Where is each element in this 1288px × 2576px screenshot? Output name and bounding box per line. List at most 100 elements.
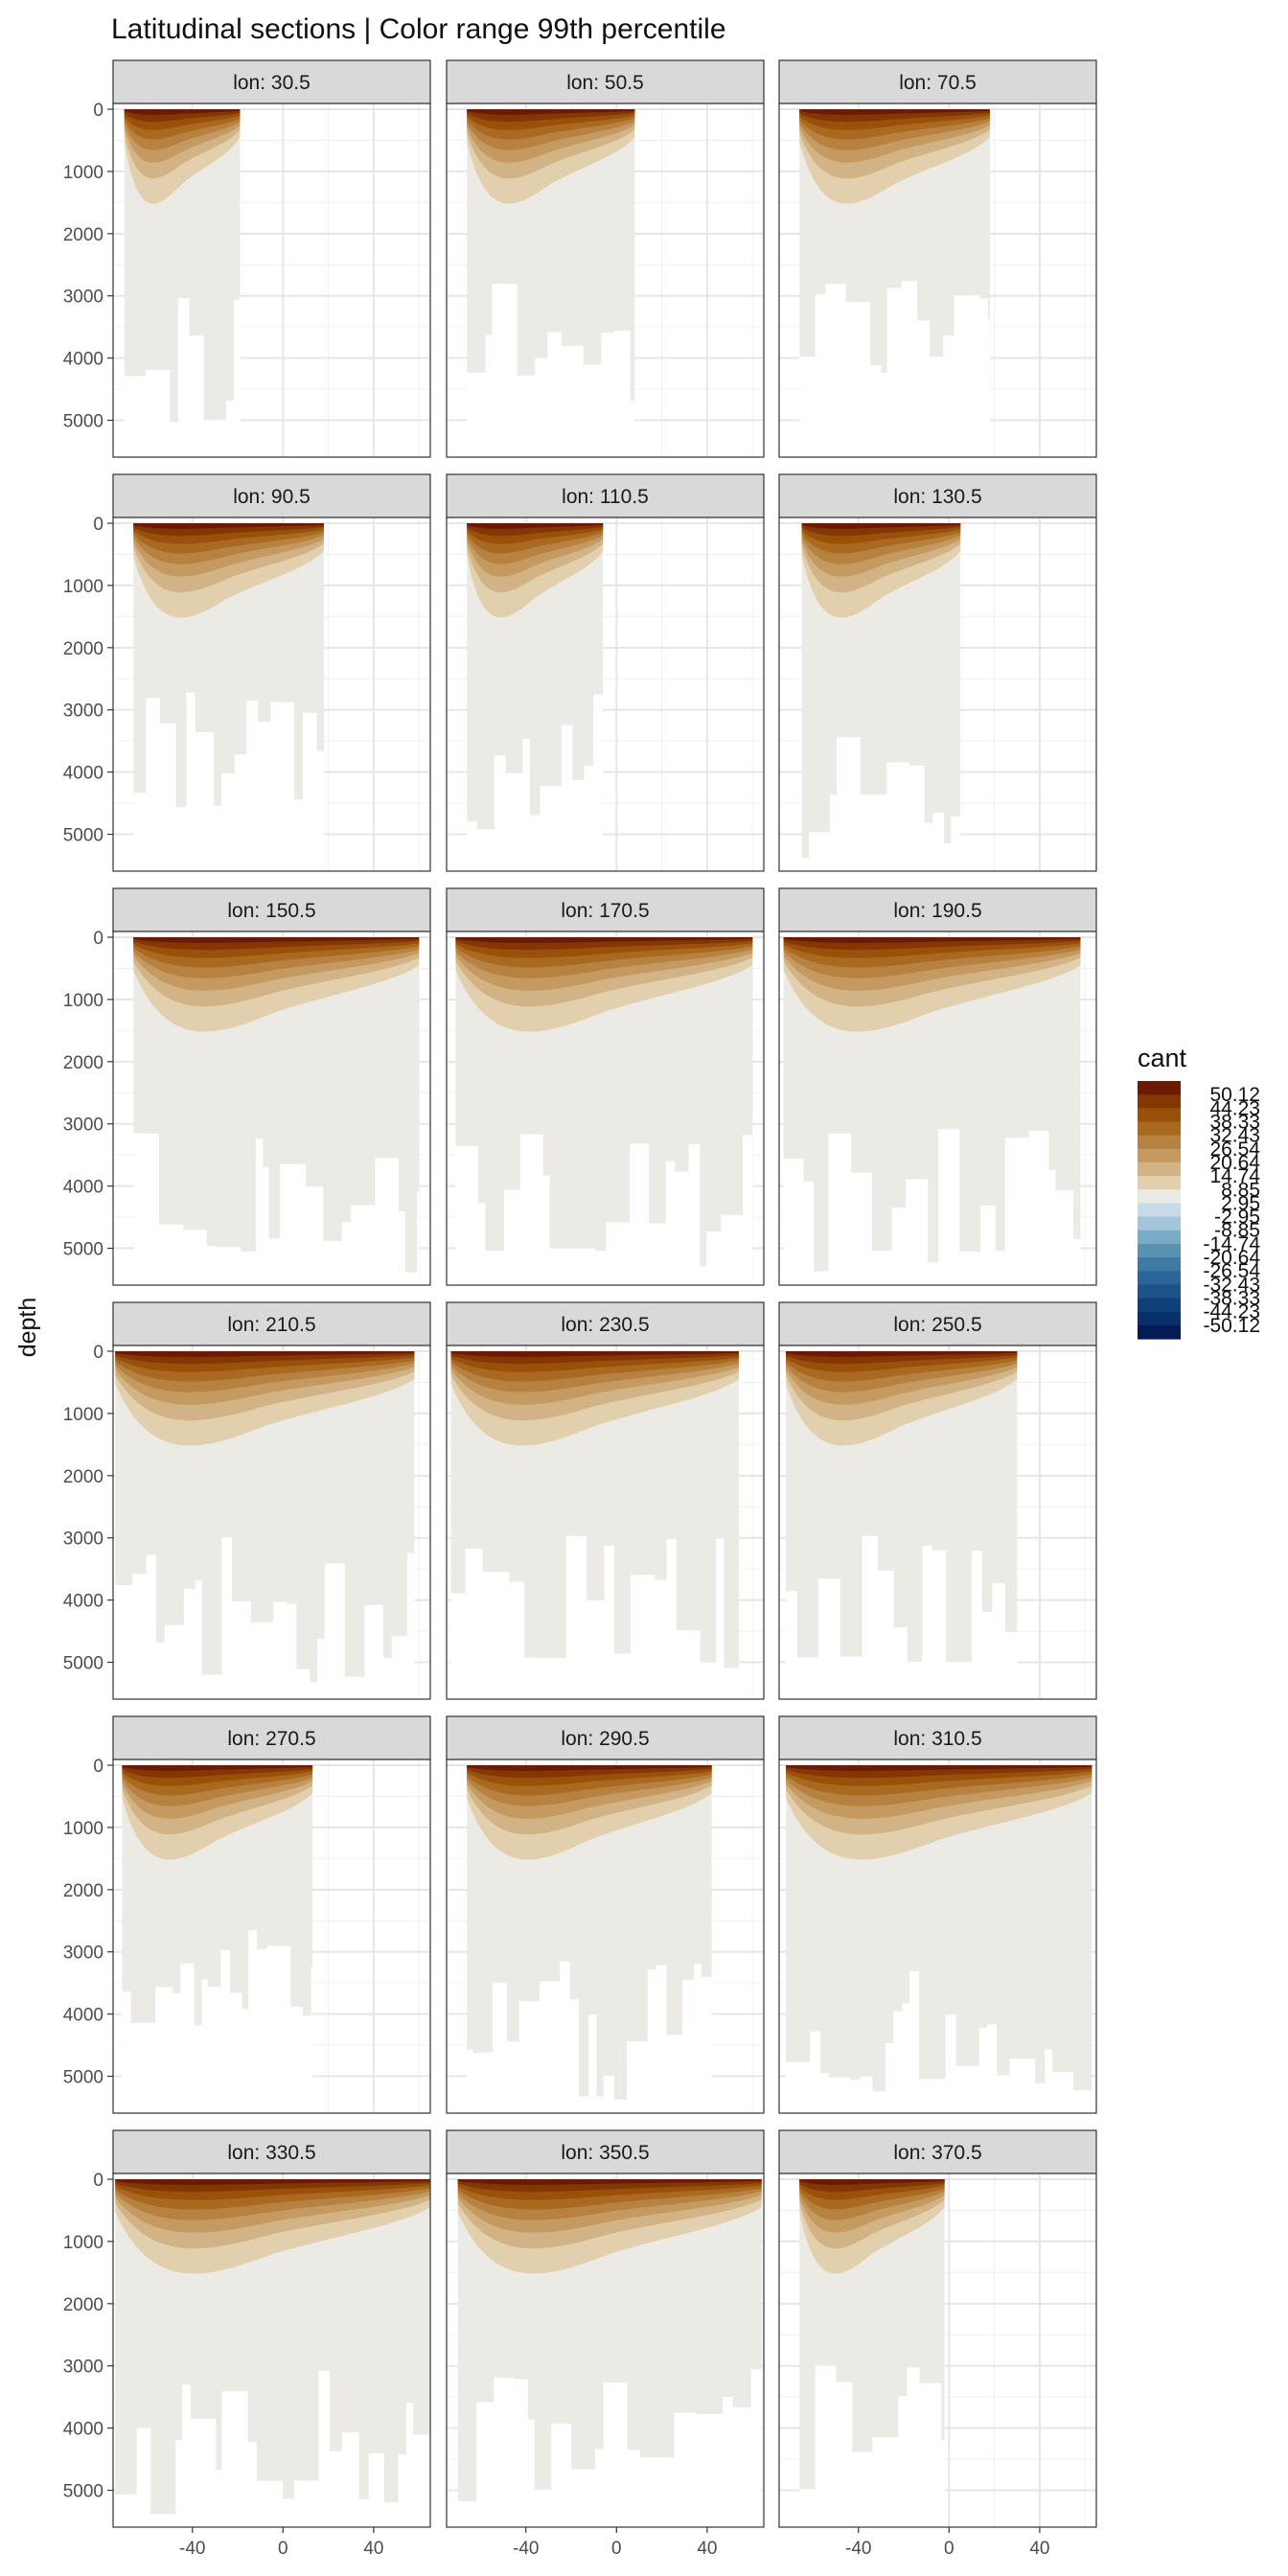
bathymetry-mask xyxy=(571,2469,596,2527)
bathymetry-mask xyxy=(928,1262,939,1285)
bathymetry-mask xyxy=(596,2096,604,2113)
y-axis-title: depth xyxy=(14,1298,41,1358)
bathymetry-mask xyxy=(721,1214,744,1285)
bathymetry-mask xyxy=(305,1186,324,1285)
facet-strip-label: lon: 270.5 xyxy=(227,1728,315,1750)
bathymetry-mask xyxy=(230,1992,242,2113)
bathymetry-mask xyxy=(154,1987,173,2113)
bathymetry-mask xyxy=(534,2489,552,2527)
bathymetry-mask xyxy=(595,1250,607,1285)
bathymetry-mask xyxy=(195,1580,202,1699)
contour-band xyxy=(786,1765,1092,1771)
bathymetry-mask xyxy=(146,698,161,871)
bathymetry-mask xyxy=(891,1208,907,1285)
bathymetry-mask xyxy=(674,2412,698,2527)
x-tick-label: -40 xyxy=(179,2539,205,2559)
legend-color-step xyxy=(1138,1189,1181,1205)
facet-panel: lon: 210.5 0 1000 2000 3000 4000 5000 xyxy=(63,1301,431,1700)
bathymetry-mask xyxy=(324,1563,345,1699)
bathymetry-mask xyxy=(540,785,563,871)
bathymetry-mask xyxy=(676,1630,701,1699)
bathymetry-mask xyxy=(399,1211,405,1285)
legend-color-step xyxy=(1138,1324,1181,1340)
bathymetry-mask xyxy=(413,2434,430,2527)
panel-border xyxy=(778,103,1097,458)
facet-strip-label: lon: 50.5 xyxy=(566,72,644,94)
bathymetry-mask xyxy=(178,298,190,457)
legend-color-step xyxy=(1138,1230,1181,1245)
panel-border xyxy=(446,1759,765,2114)
bathymetry-mask xyxy=(201,1674,222,1699)
bathymetry-mask xyxy=(955,2065,979,2113)
bathymetry-mask xyxy=(783,1158,804,1285)
legend-color-step xyxy=(1138,1135,1181,1150)
bathymetry-mask xyxy=(522,739,530,871)
bathymetry-mask xyxy=(979,298,988,457)
bathymetry-mask xyxy=(829,794,838,871)
bathymetry-mask xyxy=(613,330,631,457)
legend-label: -14.74 xyxy=(1203,1233,1260,1255)
legend-label: 26.54 xyxy=(1209,1138,1260,1161)
y-tick-label: 2000 xyxy=(63,2295,104,2315)
bathymetry-mask xyxy=(133,793,147,871)
contour-band xyxy=(115,2179,430,2185)
bathymetry-mask xyxy=(467,821,477,871)
bathymetry-mask xyxy=(479,2052,494,2113)
bathymetry-mask xyxy=(505,772,523,871)
y-tick-label: 1000 xyxy=(63,577,104,597)
panel-border xyxy=(778,517,1097,872)
panel-border xyxy=(446,517,765,872)
bathymetry-mask xyxy=(666,1539,677,1699)
x-tick-label: -40 xyxy=(513,2539,539,2559)
bathymetry-mask xyxy=(541,1658,566,1699)
bathymetry-mask xyxy=(870,365,882,457)
legend-label: -20.64 xyxy=(1203,1247,1260,1269)
bathymetry-mask xyxy=(529,815,540,871)
bathymetry-mask xyxy=(849,2080,861,2113)
bathymetry-mask xyxy=(593,694,604,871)
facet-strip-label: lon: 150.5 xyxy=(227,900,315,922)
bathymetry-mask xyxy=(280,1163,306,1285)
bathymetry-mask xyxy=(1051,2071,1074,2113)
section-field xyxy=(455,937,753,1285)
bathymetry-mask xyxy=(845,302,871,457)
bathymetry-mask xyxy=(248,2442,257,2527)
y-tick-label: 1000 xyxy=(63,1405,104,1425)
legend-label: -2.95 xyxy=(1214,1207,1260,1229)
bathymetry-mask xyxy=(221,2391,249,2527)
chart-title: Latitudinal sections | Color range 99th … xyxy=(111,13,726,45)
bathymetry-mask xyxy=(183,1230,207,1285)
facet-strip-label: lon: 90.5 xyxy=(233,486,310,508)
bathymetry-mask xyxy=(220,1950,231,2113)
y-tick-label: 4000 xyxy=(63,350,104,370)
bathymetry-mask xyxy=(743,1135,753,1285)
facet-panel: lon: 50.5 xyxy=(446,59,765,458)
legend-label: -44.23 xyxy=(1203,1301,1260,1323)
y-tick-label: 4000 xyxy=(63,1178,104,1198)
bathymetry-mask xyxy=(613,1653,632,1699)
bathymetry-mask xyxy=(507,2041,519,2113)
panel-border xyxy=(112,517,431,872)
bathymetry-mask xyxy=(183,1588,196,1699)
legend-color-step xyxy=(1138,1094,1181,1109)
bathymetry-mask xyxy=(189,335,204,457)
bathymetry-mask xyxy=(216,2470,222,2527)
bathymetry-mask xyxy=(268,1238,281,1285)
bathymetry-mask xyxy=(828,1133,852,1285)
bathymetry-mask xyxy=(906,1179,929,1285)
bathymetry-mask xyxy=(732,2407,751,2527)
bathymetry-mask xyxy=(150,2514,176,2527)
bathymetry-mask xyxy=(799,356,816,457)
bathymetry-mask xyxy=(225,400,235,457)
facet-strip-label: lon: 370.5 xyxy=(893,2142,981,2164)
legend-label: -32.43 xyxy=(1203,1274,1260,1296)
facet-panel: lon: 130.5 xyxy=(778,473,1097,872)
bathymetry-mask xyxy=(851,1172,873,1285)
facet-strip-label: lon: 310.5 xyxy=(893,1728,981,1750)
bathymetry-mask xyxy=(630,1143,650,1285)
bathymetry-mask xyxy=(723,2397,733,2527)
bathymetry-mask xyxy=(929,356,944,457)
bathymetry-mask xyxy=(270,702,295,871)
facet-panel: lon: 290.5 xyxy=(446,1715,765,2114)
